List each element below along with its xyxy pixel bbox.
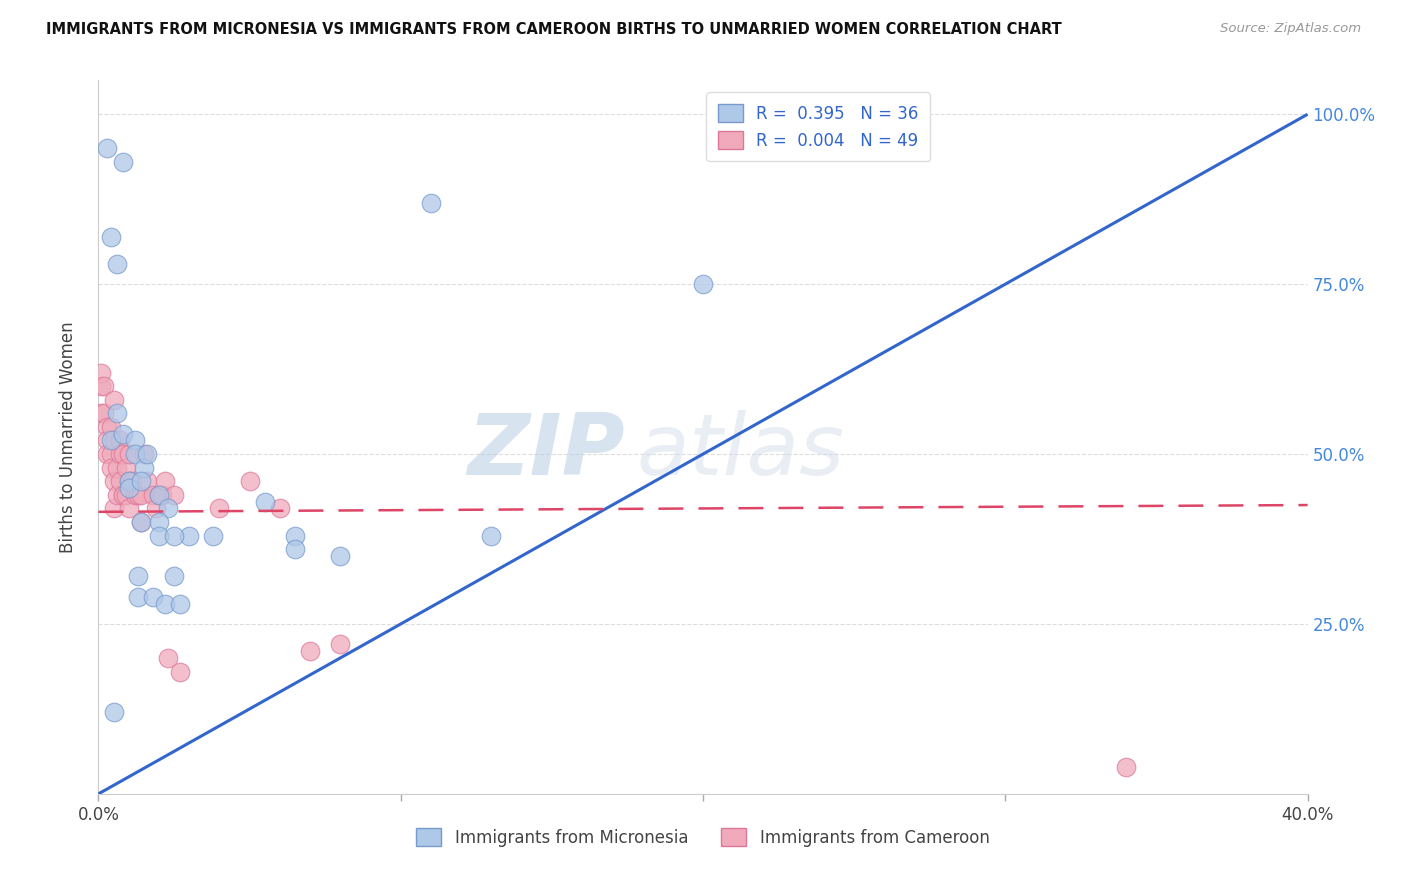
Point [105, 488, 128, 502]
Point [129, 515, 152, 529]
Point [105, 257, 128, 271]
Point [96, 447, 118, 461]
Point [96, 420, 118, 434]
Point [156, 651, 179, 665]
Point [118, 501, 141, 516]
Point [111, 426, 134, 441]
Point [108, 434, 131, 448]
Point [100, 447, 122, 461]
Point [90, 379, 112, 393]
Point [100, 229, 122, 244]
Point [179, 528, 201, 542]
Point [129, 475, 152, 489]
Point [481, 528, 503, 542]
Point [239, 475, 262, 489]
Point [124, 447, 146, 461]
Point [100, 420, 122, 434]
Point [1115, 760, 1137, 774]
Point [169, 597, 191, 611]
Text: Source: ZipAtlas.com: Source: ZipAtlas.com [1220, 22, 1361, 36]
Text: ZIP: ZIP [467, 409, 624, 493]
Point [269, 501, 291, 516]
Point [153, 597, 176, 611]
Point [105, 406, 128, 420]
Point [111, 154, 134, 169]
Point [142, 488, 165, 502]
Point [129, 488, 152, 502]
Point [111, 488, 134, 502]
Point [124, 434, 146, 448]
Point [127, 590, 149, 604]
Point [121, 475, 143, 489]
Point [105, 460, 128, 475]
Point [284, 528, 307, 542]
Point [100, 434, 122, 448]
Point [148, 515, 170, 529]
Point [93, 406, 115, 420]
Point [329, 637, 352, 651]
Point [150, 488, 173, 502]
Text: atlas: atlas [637, 409, 845, 493]
Point [103, 434, 125, 448]
Point [153, 475, 176, 489]
Point [142, 590, 165, 604]
Point [145, 501, 167, 516]
Point [156, 501, 179, 516]
Point [90, 366, 112, 380]
Point [96, 434, 118, 448]
Point [114, 488, 136, 502]
Point [103, 501, 125, 516]
Point [208, 501, 231, 516]
Point [163, 488, 186, 502]
Point [148, 488, 170, 502]
Y-axis label: Births to Unmarried Women: Births to Unmarried Women [59, 321, 77, 553]
Point [132, 447, 155, 461]
Point [118, 481, 141, 495]
Point [108, 475, 131, 489]
Point [103, 706, 125, 720]
Point [135, 475, 157, 489]
Point [253, 494, 276, 508]
Point [148, 528, 170, 542]
Point [118, 475, 141, 489]
Point [202, 528, 225, 542]
Point [163, 569, 186, 583]
Text: IMMIGRANTS FROM MICRONESIA VS IMMIGRANTS FROM CAMEROON BIRTHS TO UNMARRIED WOMEN: IMMIGRANTS FROM MICRONESIA VS IMMIGRANTS… [46, 22, 1062, 37]
Point [111, 488, 134, 502]
Point [127, 488, 149, 502]
Point [93, 379, 115, 393]
Point [129, 515, 152, 529]
Point [100, 460, 122, 475]
Point [692, 277, 714, 292]
Point [103, 392, 125, 407]
Point [148, 488, 170, 502]
Point [127, 569, 149, 583]
Point [96, 141, 118, 155]
Point [420, 195, 443, 210]
Legend: Immigrants from Micronesia, Immigrants from Cameroon: Immigrants from Micronesia, Immigrants f… [409, 822, 997, 854]
Point [132, 460, 155, 475]
Point [284, 542, 307, 557]
Point [135, 447, 157, 461]
Point [90, 406, 112, 420]
Point [124, 488, 146, 502]
Point [299, 644, 322, 658]
Point [169, 665, 191, 679]
Point [118, 475, 141, 489]
Point [114, 460, 136, 475]
Point [111, 447, 134, 461]
Point [108, 447, 131, 461]
Point [103, 475, 125, 489]
Point [118, 447, 141, 461]
Point [163, 528, 186, 542]
Point [329, 549, 352, 563]
